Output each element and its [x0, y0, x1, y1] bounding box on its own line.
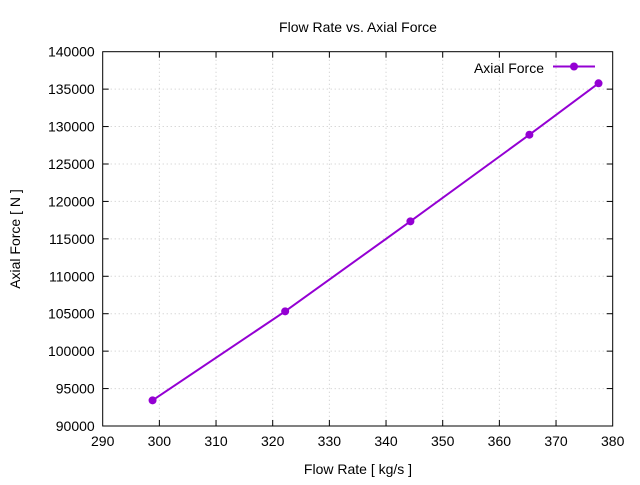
y-axis-label: Axial Force [ N ]: [7, 189, 23, 289]
x-tick-label: 350: [431, 433, 455, 449]
chart-title: Flow Rate vs. Axial Force: [279, 19, 437, 35]
y-tick-label: 115000: [49, 231, 95, 247]
y-tick-label: 130000: [48, 119, 95, 135]
data-point: [594, 79, 603, 88]
data-point: [281, 307, 290, 316]
y-tick-label: 125000: [48, 156, 95, 172]
y-tick-label: 90000: [56, 418, 95, 434]
series: [148, 79, 603, 405]
data-point: [148, 396, 157, 405]
y-tick-label: 140000: [48, 44, 95, 60]
x-tick-label: 360: [488, 433, 512, 449]
x-tick-label: 300: [148, 433, 172, 449]
y-tick-label: 110000: [49, 268, 95, 284]
x-tick-label: 320: [261, 433, 285, 449]
y-tick-label: 135000: [48, 81, 95, 97]
x-tick-label: 330: [318, 433, 342, 449]
y-tick-label: 95000: [56, 381, 95, 397]
series-line: [152, 82, 600, 402]
y-tick-label: 120000: [48, 193, 95, 209]
y-tick-label: 100000: [48, 343, 95, 359]
x-tick-label: 290: [91, 433, 115, 449]
legend-label: Axial Force: [474, 60, 544, 76]
legend: Axial Force: [474, 60, 595, 76]
x-tick-label: 340: [374, 433, 398, 449]
data-point: [525, 130, 534, 139]
y-tick-label: 105000: [48, 306, 95, 322]
x-axis-label: Flow Rate [ kg/s ]: [304, 461, 412, 477]
x-tick-label: 310: [204, 433, 228, 449]
grid: [102, 51, 613, 426]
x-tick-label: 370: [544, 433, 568, 449]
ticks: 290 300 310 320 330 340 350 360 370 380 90000 95000…: [48, 44, 625, 449]
legend-marker: [570, 62, 578, 71]
x-tick-label: 380: [601, 433, 625, 449]
data-point: [406, 217, 415, 226]
